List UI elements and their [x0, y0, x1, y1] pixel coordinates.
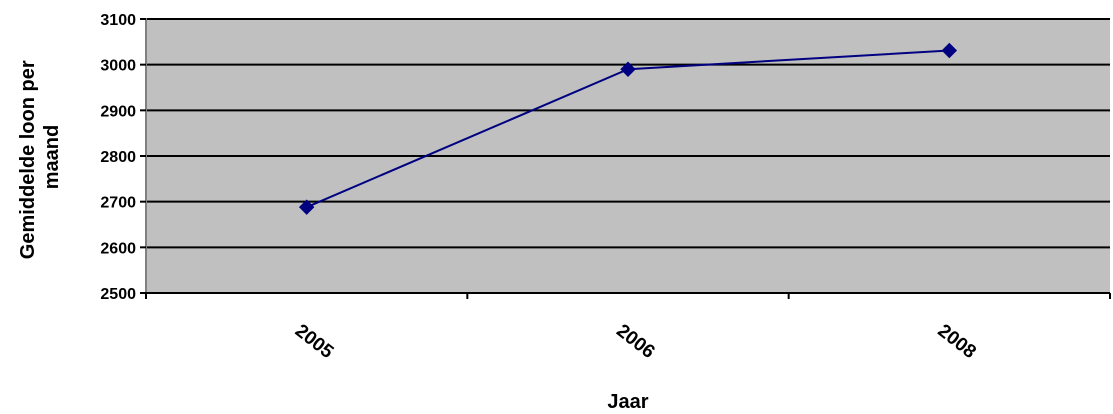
y-axis-title-line-1: Gemiddelde loon per: [17, 60, 39, 259]
axes: [140, 18, 1111, 299]
y-axis-title-line-2: maand: [41, 125, 63, 189]
y-tick-label: 2600: [100, 240, 136, 257]
x-tick-label: 2008: [934, 320, 980, 363]
y-tick-label: 3100: [100, 12, 136, 29]
y-tick-label: 3000: [100, 58, 136, 75]
x-tick-label: 2006: [612, 320, 658, 363]
y-axis-title: Gemiddelde loon per maand: [17, 55, 63, 259]
x-tick-label: 2005: [291, 320, 338, 363]
series-layer: [298, 42, 958, 215]
y-tick-label: 2500: [100, 286, 136, 303]
data-point-diamond-icon: [298, 199, 315, 215]
y-tick-labels: 2500 2600 2700 2800 2900 3000 3100: [100, 12, 136, 303]
y-tick-label: 2700: [100, 195, 136, 212]
data-point-diamond-icon: [941, 42, 958, 59]
y-tick-label: 2900: [100, 103, 136, 120]
data-point-diamond-icon: [620, 61, 636, 77]
x-tick-labels: 2005 2006 2008: [291, 320, 980, 363]
x-axis-title: Jaar: [607, 391, 648, 413]
y-tick-label: 2800: [100, 149, 136, 166]
